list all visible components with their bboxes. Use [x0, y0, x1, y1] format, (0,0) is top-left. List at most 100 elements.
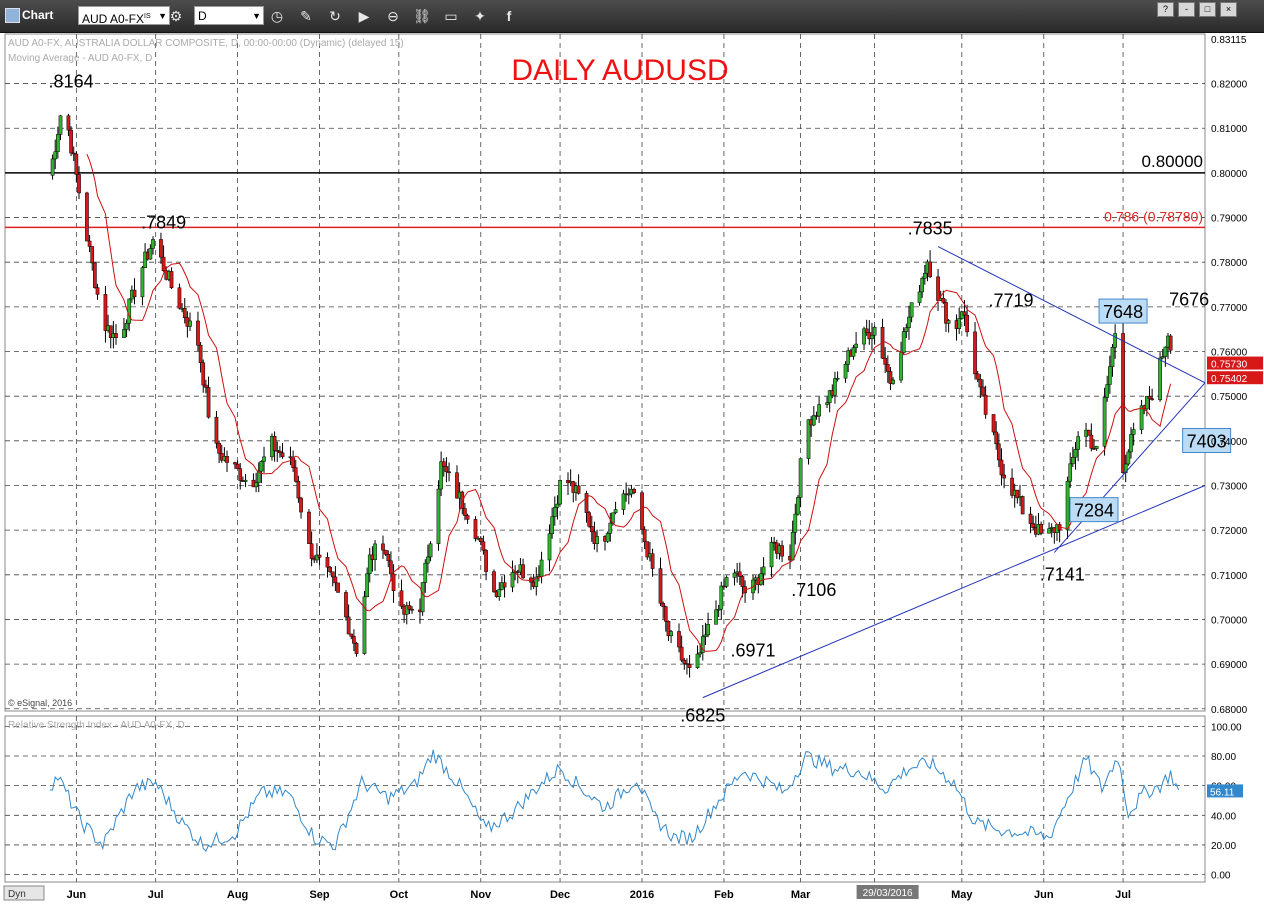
- candle-body: [854, 343, 858, 348]
- candle-body: [700, 636, 705, 653]
- candle-body: [50, 158, 55, 176]
- candle-body: [595, 536, 599, 545]
- candle-body: [936, 276, 940, 301]
- month-label: Feb: [714, 889, 734, 901]
- month-label: Jun: [67, 889, 87, 901]
- month-label: Jun: [1034, 889, 1054, 901]
- candle-body: [367, 554, 372, 574]
- annotation-callout-box: [1182, 427, 1232, 453]
- candle-body: [650, 553, 655, 569]
- candle-body: [682, 659, 687, 664]
- interval-value: D: [198, 9, 207, 23]
- candle-body: [833, 378, 837, 396]
- price-header-line-1: AUD A0-FX, AUSTRALIA DOLLAR COMPOSITE, D…: [8, 38, 404, 49]
- candle-body: [93, 262, 97, 288]
- candle-body: [69, 129, 73, 154]
- zoom-icon[interactable]: ⊖: [387, 8, 399, 24]
- minimize-button[interactable]: -: [1178, 2, 1195, 17]
- twitter-icon[interactable]: ✦: [474, 8, 486, 24]
- candle-body: [946, 320, 951, 324]
- candle-body: [441, 461, 446, 467]
- month-label: Aug: [227, 889, 248, 901]
- candle-body: [188, 320, 192, 327]
- candle-body: [233, 462, 237, 465]
- month-label: Jul: [148, 889, 164, 901]
- symbol-dropdown-icon[interactable]: ▼: [158, 11, 167, 21]
- candle-body: [1108, 366, 1112, 385]
- candle-body: [1047, 528, 1051, 534]
- candle-body: [550, 516, 554, 535]
- candle-body: [1028, 513, 1033, 524]
- candle-body: [1113, 333, 1117, 348]
- candle-body: [391, 573, 396, 591]
- price-annotation: .6971: [730, 640, 775, 660]
- symbol-settings-icon[interactable]: ⚙: [169, 8, 183, 24]
- candle-body: [996, 443, 1001, 461]
- candle-body: [899, 352, 903, 381]
- candle-body: [206, 387, 211, 418]
- candle-body: [309, 543, 314, 559]
- price-annotation: .7719: [989, 290, 1034, 310]
- candle-body: [962, 311, 967, 316]
- candle-body: [217, 443, 221, 454]
- help-button[interactable]: ?: [1157, 2, 1174, 17]
- candle-body: [555, 503, 560, 508]
- candle-body: [473, 519, 478, 539]
- link-icon[interactable]: ⛓: [413, 8, 431, 24]
- candle-body: [373, 543, 377, 561]
- candle-body: [151, 239, 155, 249]
- price-tick-label: 0.80000: [1211, 169, 1248, 180]
- price-annotation: 7648: [1103, 302, 1143, 322]
- candle-body: [1089, 434, 1094, 449]
- candle-body: [661, 603, 665, 607]
- candle-body: [669, 631, 673, 637]
- candle-body: [1076, 436, 1080, 450]
- candle-body: [1031, 523, 1036, 529]
- price-annotation: .6825: [680, 706, 725, 726]
- price-tick-label: 0.69000: [1211, 660, 1248, 671]
- candle-body: [547, 533, 552, 561]
- facebook-icon[interactable]: f: [506, 8, 512, 24]
- price-tick-label: 0.78000: [1211, 258, 1248, 269]
- candle-body: [888, 371, 893, 384]
- chart-app-icon: [5, 8, 20, 23]
- candle-body: [336, 582, 340, 593]
- candle-body: [761, 566, 766, 575]
- candle-body: [1131, 429, 1136, 435]
- month-label: Sep: [309, 889, 329, 901]
- candle-body: [1073, 449, 1078, 458]
- maximize-button[interactable]: □: [1199, 2, 1216, 17]
- close-button[interactable]: ×: [1220, 2, 1237, 17]
- candle-body: [740, 576, 745, 587]
- candle-body: [806, 419, 811, 459]
- candle-body: [132, 289, 137, 298]
- candle-body: [66, 115, 71, 131]
- candle-body: [909, 302, 914, 318]
- candle-body: [793, 513, 798, 533]
- candle-body: [679, 646, 684, 661]
- price-tick-label: 0.79000: [1211, 214, 1248, 225]
- clock-icon[interactable]: ◷: [270, 8, 284, 24]
- price-tick-label: 0.81000: [1211, 124, 1248, 135]
- play-icon[interactable]: ▶: [358, 8, 370, 24]
- pencil-icon[interactable]: ✎: [300, 8, 312, 24]
- candle-body: [1086, 429, 1091, 436]
- candle-body: [389, 560, 393, 575]
- candle-body: [521, 564, 525, 579]
- price-tick-label: 0.75000: [1211, 392, 1248, 403]
- candle-body: [1071, 457, 1075, 465]
- comment-icon[interactable]: ▭: [444, 8, 458, 24]
- interval-dropdown-icon[interactable]: ▼: [252, 11, 261, 21]
- refresh-icon[interactable]: ↻: [329, 8, 341, 24]
- chart-canvas[interactable]: 0.80000 0.786 (0.78780) .8164 .7849 .7835 .7…: [0, 32, 1264, 914]
- candle-body: [225, 456, 229, 463]
- level-label: 0.786 (0.78780): [1104, 208, 1203, 224]
- candle-body: [928, 261, 932, 278]
- candle-body: [827, 390, 832, 403]
- price-tick-label: 0.82000: [1211, 80, 1248, 91]
- interval-select[interactable]: D ▼: [194, 6, 264, 25]
- mode-box: [3, 885, 45, 901]
- candle-body: [621, 493, 626, 510]
- symbol-input[interactable]: AUD A0-FXIS ▼: [78, 6, 170, 26]
- candle-body: [159, 239, 163, 258]
